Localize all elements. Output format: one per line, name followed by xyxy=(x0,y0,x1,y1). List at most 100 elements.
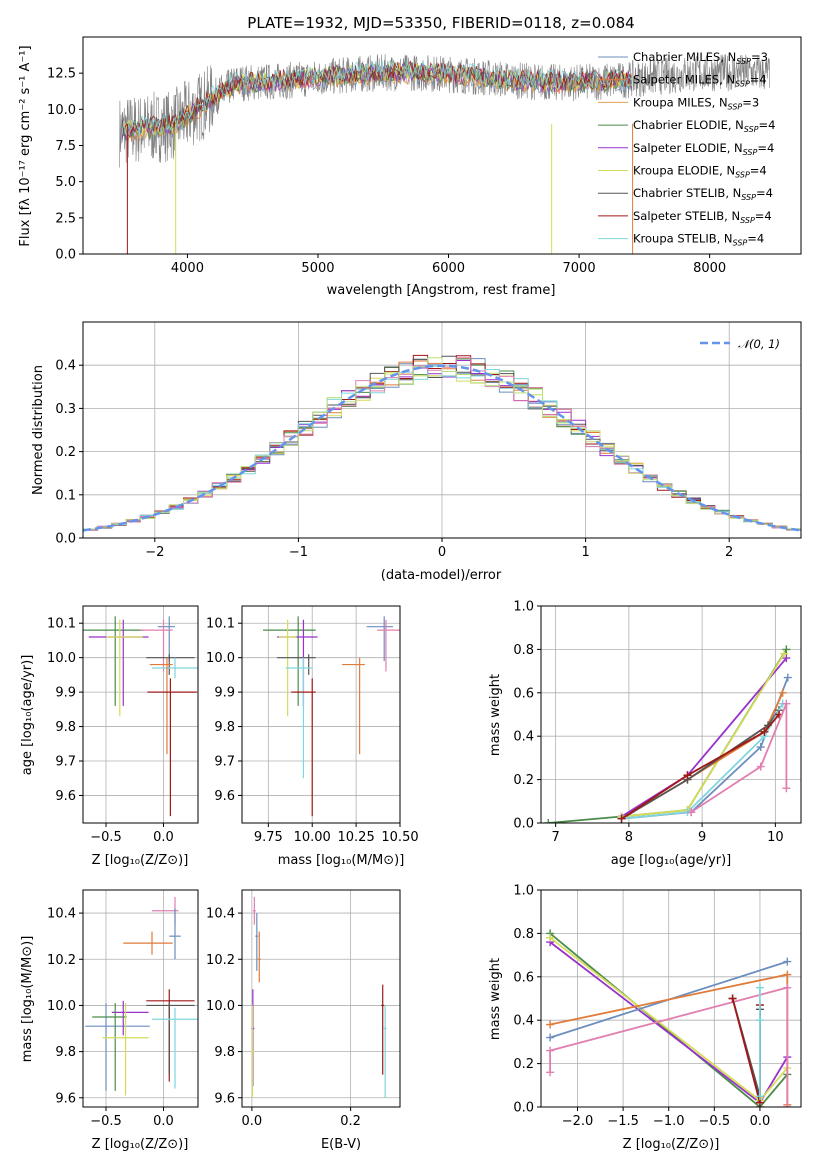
residual-panel: (data-model)/error Normed distribution −… xyxy=(31,321,802,583)
spectrum-title: PLATE=1932, MJD=53350, FIBERID=0118, z=0… xyxy=(247,14,634,32)
mass_vs_ebv-marks xyxy=(250,896,387,1098)
ageZ-xlabel: Z [log₁₀(Z/Z⊙)] xyxy=(92,853,189,868)
mass_weight_vs_Z-ytick-label: 1.0 xyxy=(513,884,534,899)
residuals-xtick-label: −1 xyxy=(289,545,308,560)
mass_weight_vs_Z-point-marker xyxy=(546,933,555,942)
mass_vs_Z-ytick-label: 9.8 xyxy=(55,1045,76,1060)
age_vs_Z-xtick-label: 0.0 xyxy=(153,830,174,845)
age_vs_mass-axes-frame xyxy=(241,605,401,824)
mass_vs_ebv-xtick-label: 0.0 xyxy=(242,1114,263,1129)
mass_weight_vs_age-ytick-label: 0.0 xyxy=(513,817,534,832)
residuals-ytick-label: 0.4 xyxy=(55,359,76,374)
mass_weight_vs_Z-xtick-label: −1.5 xyxy=(607,1114,639,1129)
mass_weight_vs_age-point-marker xyxy=(756,762,765,771)
mass-weight-vs-age-panel: age [log₁₀(age/yr)] mass weight 7 8 9 10 0.0… xyxy=(488,600,802,868)
spectrum-xlabel: wavelength [Angstrom, rest frame] xyxy=(327,283,556,298)
mass_vs_ebv-ytick-label: 9.6 xyxy=(214,1091,235,1106)
mass_weight_vs_Z-xtick-label: 0.0 xyxy=(750,1114,771,1129)
mass_weight_vs_Z-point-marker xyxy=(783,983,792,992)
massZ-xlabel: Z [log₁₀(Z/Z⊙)] xyxy=(92,1137,189,1152)
mass_weight_vs_age-point-marker xyxy=(782,645,791,654)
residual-legend: 𝒩(0, 1) xyxy=(700,337,780,351)
spectrum-panel: PLATE=1932, MJD=53350, FIBERID=0118, z=0… xyxy=(18,14,802,298)
mass_vs_Z-xtick-label: −0.5 xyxy=(90,1114,122,1129)
mass_vs_ebv-plot-area xyxy=(242,890,400,1107)
age_vs_mass-ytick-label: 9.9 xyxy=(214,686,235,701)
residuals-xtick-label: −2 xyxy=(145,545,164,560)
mass_weight_vs_age-marks xyxy=(544,645,792,823)
age_vs_mass-xtick-label: 9.75 xyxy=(254,830,283,845)
mwAge-ylabel: mass weight xyxy=(488,674,503,756)
residuals-ytick-label: 0.3 xyxy=(55,402,76,417)
age_vs_Z-xtick-label: −0.5 xyxy=(90,830,122,845)
spectrum-legend-label: Kroupa STELIB, NSSP=4 xyxy=(633,232,764,248)
mass_weight_vs_age-axes-frame xyxy=(540,605,802,824)
age_vs_Z-ytick-label: 10.0 xyxy=(47,651,76,666)
spectrum-model-line xyxy=(121,61,632,138)
mass_vs_ebv-ytick-label: 10.4 xyxy=(206,907,235,922)
mass_weight_vs_Z-xtick-label: −0.5 xyxy=(699,1114,731,1129)
spectrum-legend-label: Kroupa ELODIE, NSSP=4 xyxy=(633,164,767,180)
residual-normal-curve xyxy=(83,364,801,532)
mass_weight_vs_Z-point-marker xyxy=(755,1092,764,1101)
mass_weight_vs_age-series-line xyxy=(621,713,780,820)
mass_weight_vs_Z-series-line xyxy=(549,986,789,1107)
spectrum-xtick-label: 6000 xyxy=(432,261,465,276)
mass_weight_vs_age-ytick-label: 0.2 xyxy=(513,773,534,788)
residual-legend-label: 𝒩(0, 1) xyxy=(738,337,780,351)
spectrum-ytick-label: 10.0 xyxy=(47,103,76,118)
mass_weight_vs_Z-ytick-label: 0.8 xyxy=(513,927,534,942)
mass_weight_vs_Z-xtick-label: −1.0 xyxy=(653,1114,685,1129)
residuals-axes-frame xyxy=(82,321,802,539)
spectrum-ytick-label: 7.5 xyxy=(55,139,76,154)
spectrum-xtick-label: 5000 xyxy=(301,261,334,276)
mass_weight_vs_Z-point-marker xyxy=(728,994,737,1003)
ageZ-ylabel: age [log₁₀(age/yr)] xyxy=(20,655,35,776)
mass_weight_vs_age-ytick-label: 0.8 xyxy=(513,643,534,658)
spectrum-ylabel: Flux [fλ 10⁻¹⁷ erg cm⁻² s⁻¹ A⁻¹] xyxy=(18,45,33,246)
mass_weight_vs_Z-xtick-label: −2.0 xyxy=(562,1114,594,1129)
mass_weight_vs_age-point-marker xyxy=(780,649,789,658)
mass_weight_vs_age-series-line xyxy=(690,703,788,813)
mass_weight_vs_Z-point-marker xyxy=(546,1033,555,1042)
mass_vs_ebv-ytick-label: 10.0 xyxy=(206,999,235,1014)
age_vs_mass-marks xyxy=(263,616,400,817)
mass_vs_ebv-xtick-label: 0.2 xyxy=(340,1114,361,1129)
mass_weight_vs_age-xtick-label: 9 xyxy=(698,830,706,845)
residual-ylabel: Normed distribution xyxy=(31,365,46,495)
mass_weight_vs_age-point-marker xyxy=(687,808,696,817)
mass-weight-vs-Z-panel: Z [log₁₀(Z/Z⊙)] mass weight −2.0 −1.5 −1.0… xyxy=(488,884,802,1152)
spectrum-xtick-label: 7000 xyxy=(563,261,596,276)
spectrum-legend: Chabrier MILES, NSSP=3 Salpeter MILES, NS… xyxy=(598,50,775,248)
spectrum-ytick-label: 0.0 xyxy=(55,248,76,263)
mass_weight_vs_Z-ytick-label: 0.0 xyxy=(513,1101,534,1116)
mass_weight_vs_age-point-marker xyxy=(782,784,791,793)
mass_weight_vs_age-point-marker xyxy=(782,699,791,708)
mwZ-xlabel: Z [log₁₀(Z/Z⊙)] xyxy=(623,1137,720,1152)
mass_weight_vs_age-point-marker xyxy=(760,727,769,736)
mass_weight_vs_age-xtick-label: 7 xyxy=(552,830,560,845)
mass_weight_vs_age-point-marker xyxy=(683,771,692,780)
mass_weight_vs_age-point-marker xyxy=(544,819,553,823)
spectrum-model-line xyxy=(121,60,632,137)
spectrum-xtick-label: 8000 xyxy=(693,261,726,276)
mass_weight_vs_age-xtick-label: 8 xyxy=(625,830,633,845)
mass_weight_vs_Z-point-marker xyxy=(755,1016,764,1025)
residuals-xtick-label: 2 xyxy=(725,545,733,560)
age_vs_mass-xtick-label: 10.25 xyxy=(338,830,375,845)
mass_vs_Z-ytick-label: 9.6 xyxy=(55,1091,76,1106)
age-vs-mass-panel: mass [log₁₀(M/M⊙)] 9.75 10.00 10.25 10.50 9.… xyxy=(206,605,419,868)
age_vs_Z-ytick-label: 9.8 xyxy=(55,720,76,735)
mass_weight_vs_age-point-marker xyxy=(617,814,626,823)
massE-xlabel: E(B-V) xyxy=(321,1137,361,1152)
mass_weight_vs_Z-point-marker xyxy=(546,1020,555,1029)
residuals-ytick-label: 0.2 xyxy=(55,445,76,460)
mass_weight_vs_Z-marks xyxy=(546,929,792,1107)
mass_weight_vs_age-point-marker xyxy=(783,673,792,682)
mass_weight_vs_Z-point-marker xyxy=(783,957,792,966)
age_vs_mass-ytick-label: 10.0 xyxy=(206,651,235,666)
spectrum-legend-label: Chabrier MILES, NSSP=3 xyxy=(633,50,768,66)
age-vs-Z-panel: Z [log₁₀(Z/Z⊙)] age [log₁₀(age/yr)] −0.5… xyxy=(20,605,199,868)
mass_vs_Z-marks xyxy=(85,896,198,1096)
